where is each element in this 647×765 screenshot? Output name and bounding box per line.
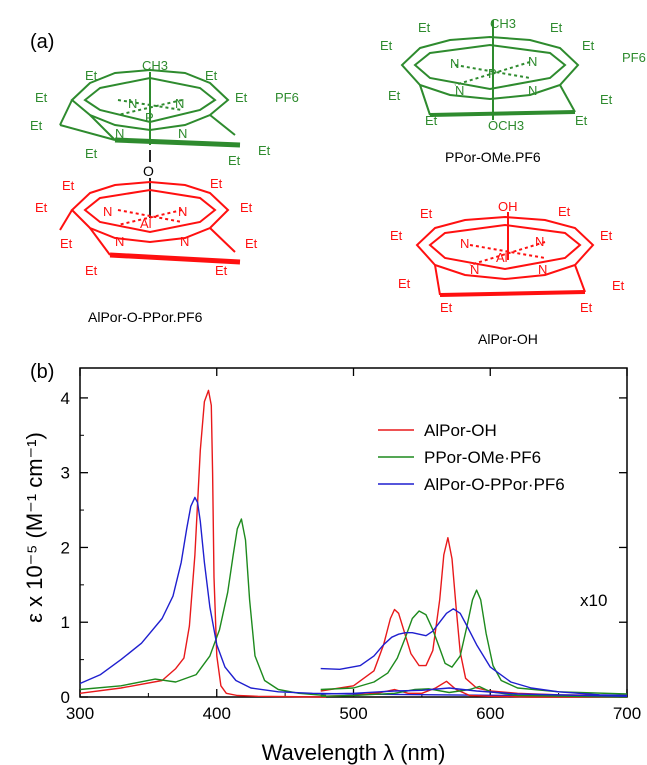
legend-label: AlPor-O-PPor·PF6 xyxy=(424,475,565,494)
et-label: Et xyxy=(575,113,588,128)
compound-1-name: AlPor-O-PPor.PF6 xyxy=(88,309,203,325)
n-label: N xyxy=(535,234,544,249)
et-label: Et xyxy=(390,228,403,243)
legend-label: AlPor-OH xyxy=(424,421,497,440)
et-label: Et xyxy=(210,176,223,191)
et-label: Et xyxy=(612,278,625,293)
counterion-label: PF6 xyxy=(622,50,646,65)
legend-label: PPor-OMe·PF6 xyxy=(424,448,541,467)
et-label: Et xyxy=(418,20,431,35)
series-line-1 xyxy=(320,537,628,697)
absorption-chart: 300 400 500 600 700 0 1 2 3 4 Wavelength λ (nm) ε x… xyxy=(22,367,641,765)
et-label: Et xyxy=(228,153,241,168)
panel-a-label: (a) xyxy=(30,31,54,53)
series-line-4 xyxy=(79,496,628,698)
x-tick-label: 600 xyxy=(476,704,504,723)
et-label: Et xyxy=(35,200,48,215)
et-label: Et xyxy=(85,146,98,161)
n-label: N xyxy=(128,96,137,111)
counterion-label: PF6 xyxy=(275,90,299,105)
plot-frame xyxy=(79,367,628,698)
et-label: Et xyxy=(30,118,43,133)
series-line-2 xyxy=(79,518,327,697)
y-tick-label: 0 xyxy=(61,688,70,707)
et-label: Et xyxy=(600,228,613,243)
et-label: Et xyxy=(600,92,613,107)
porphyrin-al-bottom xyxy=(59,180,241,265)
et-label: Et xyxy=(235,90,248,105)
n-label: N xyxy=(115,234,124,249)
et-label: Et xyxy=(440,300,453,315)
ch3-label: CH3 xyxy=(490,16,516,31)
y-tick-label: 4 xyxy=(61,389,70,408)
n-label: N xyxy=(178,204,187,219)
porphyrin-pome xyxy=(400,20,580,120)
series-line-6 xyxy=(320,680,627,698)
n-label: N xyxy=(115,126,124,141)
y-axis-label: ε x 10⁻⁵ (M⁻¹ cm⁻¹) xyxy=(22,432,47,623)
et-label: Et xyxy=(240,200,253,215)
n-label: N xyxy=(450,56,459,71)
n-label: N xyxy=(175,96,184,111)
x-axis-label: Wavelength λ (nm) xyxy=(262,740,446,765)
et-label: Et xyxy=(85,263,98,278)
x10-annotation: x10 xyxy=(580,591,607,610)
n-label: N xyxy=(103,204,112,219)
n-label: N xyxy=(180,234,189,249)
series-line-5 xyxy=(320,608,628,697)
compound-3-name: AlPor-OH xyxy=(478,331,538,347)
et-label: Et xyxy=(380,38,393,53)
n-label: N xyxy=(455,83,464,98)
x-tick-label: 500 xyxy=(339,704,367,723)
n-label: N xyxy=(538,262,547,277)
et-label: Et xyxy=(35,90,48,105)
n-label: N xyxy=(460,236,469,251)
series-line-0 xyxy=(79,389,327,698)
porphyrin-aloh xyxy=(415,212,595,297)
et-label: Et xyxy=(205,68,218,83)
y-tick-label: 1 xyxy=(61,613,70,632)
x-tick-label: 400 xyxy=(203,704,231,723)
x-tick-label: 700 xyxy=(613,704,641,723)
et-label: Et xyxy=(582,38,595,53)
n-label: N xyxy=(528,54,537,69)
och3-label: OCH3 xyxy=(488,118,524,133)
x-tick-label: 300 xyxy=(66,704,94,723)
y-tick-label: 2 xyxy=(61,538,70,557)
et-label: Et xyxy=(420,206,433,221)
et-label: Et xyxy=(245,236,258,251)
et-label: Et xyxy=(580,300,593,315)
n-label: N xyxy=(178,126,187,141)
series-line-8 xyxy=(320,687,628,697)
et-label: Et xyxy=(60,236,73,251)
series-line-3 xyxy=(320,589,628,695)
et-label: Et xyxy=(388,88,401,103)
al-center-label: Al xyxy=(140,216,152,231)
et-label: Et xyxy=(425,113,438,128)
porphyrin-p-top xyxy=(59,68,241,148)
p-center-label: P xyxy=(488,66,497,81)
y-tick-label: 3 xyxy=(61,464,70,483)
p-center-label: P xyxy=(145,110,154,125)
et-label: Et xyxy=(215,263,228,278)
et-label: Et xyxy=(398,276,411,291)
et-label: Et xyxy=(550,20,563,35)
panel-b-label: (b) xyxy=(30,361,54,383)
ch3-label: CH3 xyxy=(142,58,168,73)
compound-2-name: PPor-OMe.PF6 xyxy=(445,149,541,165)
et-label: Et xyxy=(558,204,571,219)
al-center-label: Al xyxy=(496,250,508,265)
o-bridge-label: O xyxy=(143,163,154,179)
et-label: Et xyxy=(85,68,98,83)
n-label: N xyxy=(528,83,537,98)
et-label: Et xyxy=(62,178,75,193)
n-label: N xyxy=(470,262,479,277)
oh-label: OH xyxy=(498,199,518,214)
et-label: Et xyxy=(258,143,271,158)
